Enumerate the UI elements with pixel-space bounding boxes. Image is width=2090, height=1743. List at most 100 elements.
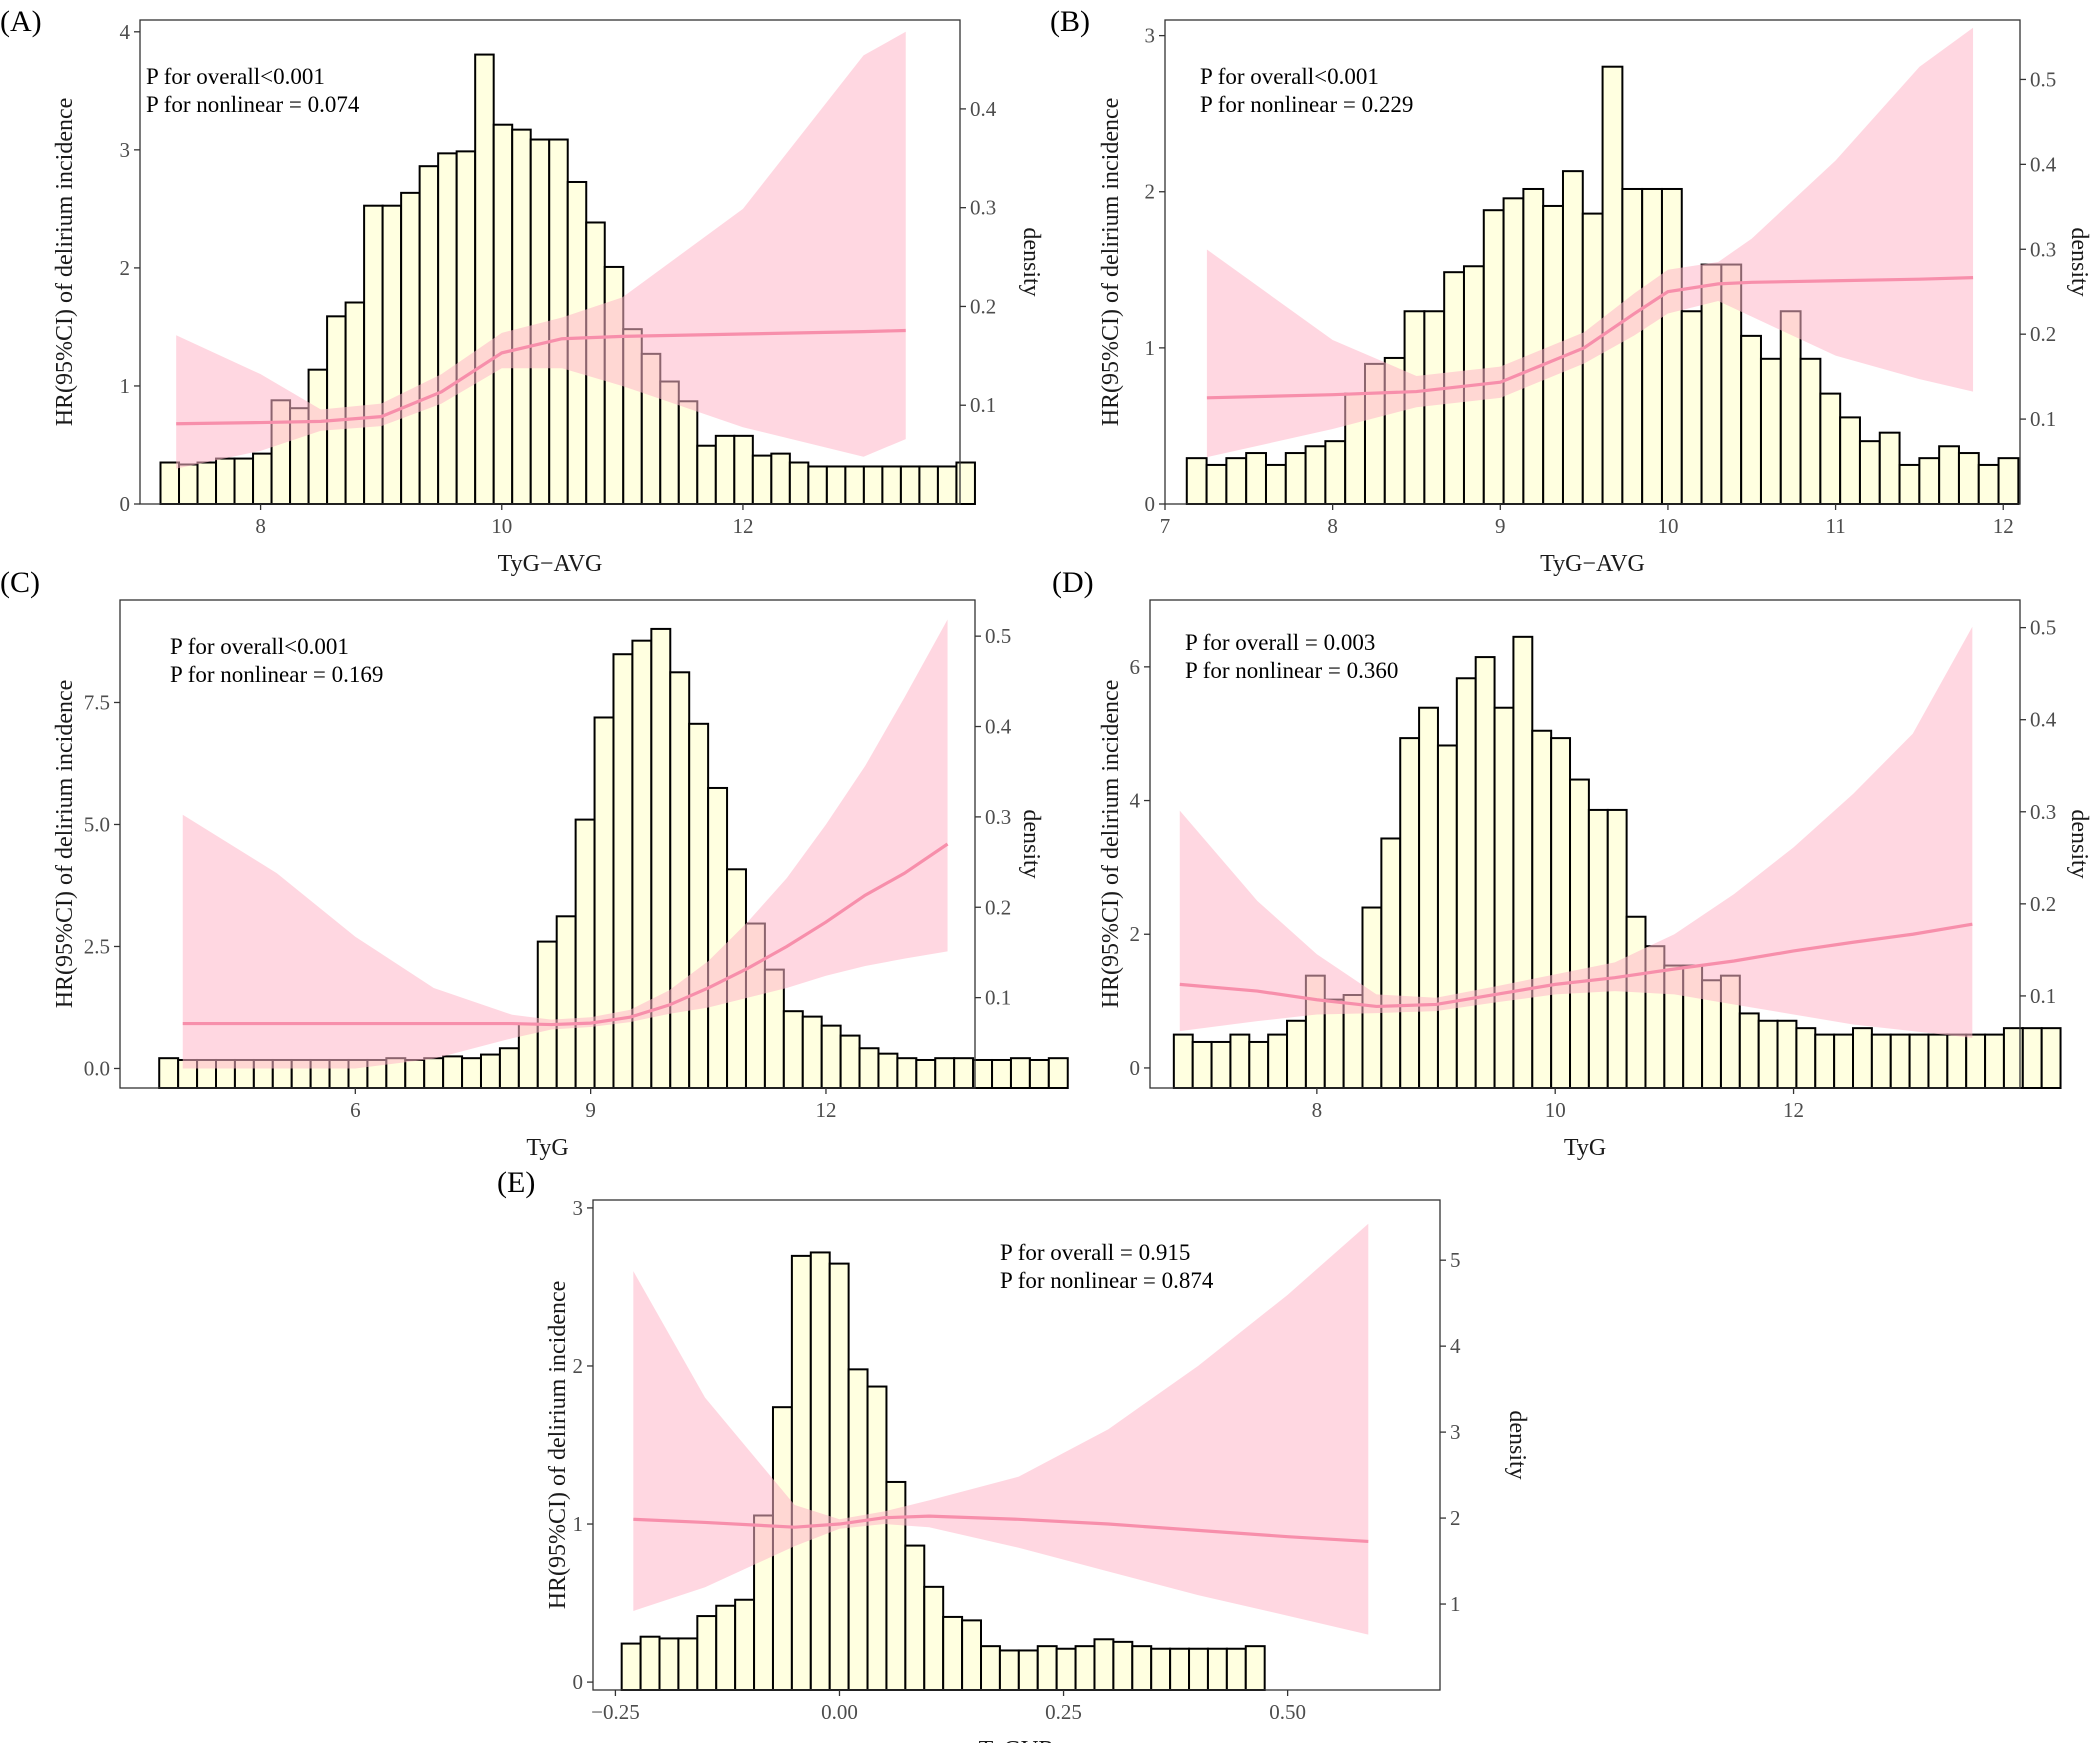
y-tick-label: 1: [1145, 336, 1156, 360]
histogram-bar: [1512, 635, 1534, 1090]
histogram-bar: [1418, 706, 1439, 1089]
histogram-bar: [1244, 1645, 1266, 1692]
y-tick-label: 4: [120, 20, 131, 44]
hr-curve: [182, 842, 949, 1027]
histogram-bar: [1625, 915, 1647, 1089]
histogram-bar: [593, 716, 615, 1089]
plot-frame: [119, 599, 976, 1089]
y2-tick-label: 0.1: [2030, 407, 2056, 431]
x-tick-label: 12: [1993, 514, 2014, 538]
y2-tick-label: 0.1: [2030, 984, 2056, 1008]
histogram-bar: [400, 191, 421, 506]
histogram-bar: [455, 150, 477, 505]
histogram-bar: [1245, 452, 1267, 505]
histogram-bar: [2021, 1027, 2043, 1090]
x-tick-label: 10: [1657, 514, 1678, 538]
histogram-bar: [1225, 1647, 1247, 1691]
histogram-bar: [1169, 1647, 1191, 1691]
panel-e: −0.25 0.00 0.25 0.50 0 1 2 3 1 2 3 4 5 TyGVR HR(95%CI)…: [497, 1166, 1530, 1743]
histogram-bar: [1502, 197, 1525, 505]
histogram-bar: [1286, 1019, 1307, 1090]
histogram-bar: [961, 1619, 983, 1691]
histogram-bar: [498, 1047, 520, 1089]
x-tick-label: 12: [1783, 1098, 1804, 1122]
histogram-bar: [1898, 463, 1921, 506]
histogram-bar: [1965, 1033, 1987, 1089]
histogram-bar: [1938, 445, 1960, 506]
histogram-bar: [1660, 187, 1683, 505]
histogram-bar: [536, 940, 558, 1089]
histogram-bar: [809, 1251, 831, 1691]
hr-curve: [1179, 922, 1973, 1009]
x-tick-label: 0.50: [1269, 1700, 1306, 1724]
histogram-bar: [1889, 1033, 1911, 1089]
hr-confidence-band: [182, 619, 948, 1069]
y-tick-label: 0: [1145, 492, 1156, 516]
y-tick-label: 1: [120, 374, 131, 398]
histogram-bar: [714, 434, 736, 505]
hr-curve: [633, 1514, 1369, 1544]
histogram-bar: [677, 400, 699, 505]
histogram-bar: [820, 1024, 842, 1090]
histogram-bar: [639, 1635, 661, 1691]
y-tick-label: 0: [120, 492, 131, 516]
p-value-annotation: P for nonlinear = 0.874: [1000, 1268, 1214, 1293]
y2-tick-label: 0.5: [985, 624, 1011, 648]
histogram-bar: [474, 53, 495, 505]
y2-tick-label: 0.1: [970, 393, 996, 417]
histogram-bar: [1172, 1033, 1194, 1089]
y2-tick-label: 0.3: [985, 805, 1011, 829]
y2-tick-label: 0.4: [2030, 152, 2057, 176]
histogram-bar: [1621, 187, 1644, 505]
x-axis-title: TyG: [526, 1135, 568, 1161]
y2-tick-label: 0.4: [985, 715, 1012, 739]
histogram-bar: [1036, 1645, 1058, 1692]
histogram-bar: [862, 465, 884, 505]
histogram-bar: [953, 1057, 975, 1090]
histogram-bar: [1601, 65, 1624, 505]
y2-tick-label: 0.2: [2030, 322, 2056, 346]
histogram-bar: [1028, 1058, 1050, 1089]
histogram-bar: [696, 1615, 718, 1691]
histogram-bar: [904, 1544, 926, 1691]
histogram-bar: [1267, 1033, 1289, 1089]
y2-tick-label: 0.2: [970, 294, 996, 318]
y-tick-label: 2.5: [84, 934, 110, 958]
histogram-bar: [461, 1057, 482, 1090]
x-tick-label: −0.25: [591, 1700, 640, 1724]
histogram-bar: [1131, 1645, 1153, 1692]
p-value-annotation: P for nonlinear = 0.169: [170, 662, 383, 687]
histogram-bar: [847, 1368, 869, 1691]
y2-tick-label: 0.2: [2030, 892, 2056, 916]
hr-confidence-band: [176, 31, 906, 469]
histogram-bar: [1927, 1033, 1949, 1089]
y-tick-label: 4: [1130, 789, 1141, 813]
histogram-bar: [1248, 1040, 1270, 1089]
histogram-bar: [1188, 1647, 1209, 1691]
x-tick-label: 12: [815, 1098, 836, 1122]
plot-frame: [1164, 19, 2021, 505]
p-value-annotation: P for nonlinear = 0.360: [1185, 658, 1398, 683]
histogram-bar: [1740, 334, 1762, 505]
y2-tick-label: 4: [1450, 1334, 1461, 1358]
histogram-bar: [381, 204, 403, 505]
histogram-bar: [899, 465, 921, 505]
histogram-bar: [1047, 1057, 1069, 1090]
x-axis-title: TyGVR: [979, 1737, 1055, 1743]
histogram-bar: [1776, 1019, 1798, 1090]
x-tick-label: 8: [255, 514, 266, 538]
panel-label: (B): [1050, 5, 1090, 38]
histogram-bar: [1210, 1040, 1232, 1089]
histogram-bar: [1531, 729, 1553, 1089]
y2-axis-title: density: [1018, 227, 1044, 296]
histogram-bar: [877, 1052, 899, 1090]
histogram-bar: [1229, 1033, 1251, 1089]
hr-confidence-band: [1179, 626, 1973, 1038]
x-axis-title: TyG−AVG: [1540, 551, 1645, 577]
histogram-bar: [751, 454, 773, 506]
y-tick-label: 2: [1145, 180, 1156, 204]
histogram-bar: [1814, 1033, 1836, 1089]
histogram-bar: [669, 671, 691, 1089]
